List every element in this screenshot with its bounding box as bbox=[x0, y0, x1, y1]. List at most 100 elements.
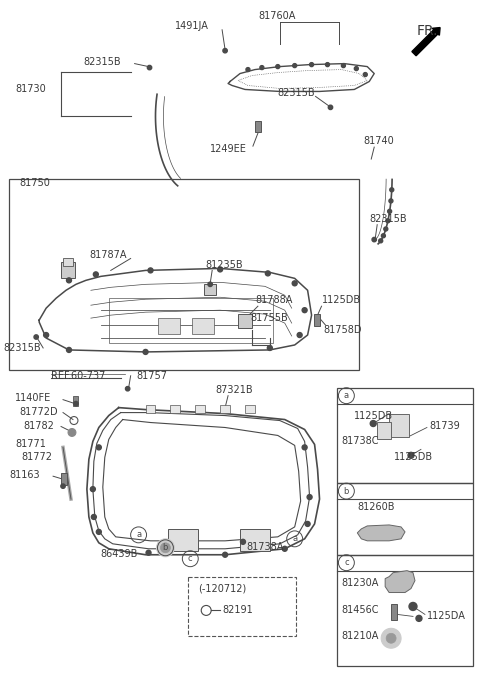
Text: 1491JA: 1491JA bbox=[175, 21, 209, 31]
Text: 81730: 81730 bbox=[15, 84, 46, 95]
Bar bbox=[168, 529, 198, 551]
Polygon shape bbox=[385, 571, 415, 592]
Bar bbox=[170, 405, 180, 413]
Circle shape bbox=[67, 278, 72, 283]
Circle shape bbox=[223, 48, 227, 53]
Circle shape bbox=[125, 386, 130, 391]
Text: 82191: 82191 bbox=[222, 605, 253, 615]
Text: 81740: 81740 bbox=[363, 136, 394, 146]
Circle shape bbox=[260, 65, 264, 69]
Text: 81772D: 81772D bbox=[19, 407, 58, 417]
Text: a: a bbox=[344, 391, 349, 400]
Text: 87321B: 87321B bbox=[215, 385, 253, 394]
Text: 81456C: 81456C bbox=[341, 605, 379, 615]
Circle shape bbox=[208, 282, 212, 286]
Bar bbox=[313, 314, 320, 326]
Circle shape bbox=[156, 539, 174, 557]
Text: b: b bbox=[163, 543, 168, 552]
Text: REF.60-737: REF.60-737 bbox=[51, 371, 106, 381]
Text: FR.: FR. bbox=[417, 24, 438, 38]
Bar bbox=[192, 318, 214, 334]
Text: 1140FE: 1140FE bbox=[15, 392, 51, 403]
Circle shape bbox=[146, 550, 151, 556]
Bar bbox=[238, 314, 252, 328]
Circle shape bbox=[223, 552, 228, 557]
Text: 81260B: 81260B bbox=[357, 502, 395, 512]
Circle shape bbox=[389, 199, 393, 203]
Circle shape bbox=[363, 73, 367, 77]
Bar bbox=[9, 179, 360, 370]
Circle shape bbox=[388, 209, 392, 214]
Circle shape bbox=[384, 227, 388, 231]
Circle shape bbox=[307, 494, 312, 500]
Text: a: a bbox=[292, 534, 297, 543]
Circle shape bbox=[282, 546, 287, 551]
Text: 1249EE: 1249EE bbox=[210, 144, 247, 154]
Bar bbox=[337, 483, 473, 555]
Text: c: c bbox=[344, 558, 348, 567]
Circle shape bbox=[379, 239, 383, 243]
Text: 1125DA: 1125DA bbox=[427, 611, 466, 622]
Text: 81760A: 81760A bbox=[258, 11, 295, 21]
Text: b: b bbox=[344, 487, 349, 496]
Circle shape bbox=[386, 219, 390, 223]
Text: 81758D: 81758D bbox=[324, 325, 362, 335]
Circle shape bbox=[293, 64, 297, 67]
Text: 1125DB: 1125DB bbox=[394, 452, 433, 462]
Circle shape bbox=[68, 428, 76, 437]
Circle shape bbox=[305, 522, 310, 526]
Circle shape bbox=[416, 615, 422, 622]
Circle shape bbox=[67, 347, 72, 352]
Bar bbox=[61, 473, 67, 485]
Text: 81788A: 81788A bbox=[255, 295, 292, 305]
Bar bbox=[377, 422, 391, 439]
Circle shape bbox=[61, 484, 65, 488]
Circle shape bbox=[74, 401, 78, 406]
FancyArrow shape bbox=[412, 28, 440, 56]
Bar bbox=[63, 258, 73, 267]
Text: 81210A: 81210A bbox=[341, 631, 379, 641]
Text: a: a bbox=[136, 530, 141, 539]
Text: 1125DB: 1125DB bbox=[322, 295, 360, 305]
Text: 82315B: 82315B bbox=[369, 214, 407, 224]
Bar bbox=[337, 555, 473, 666]
Circle shape bbox=[390, 188, 394, 192]
Circle shape bbox=[370, 420, 376, 426]
Text: 81771: 81771 bbox=[15, 439, 46, 449]
Bar bbox=[109, 299, 273, 343]
Text: 1125DB: 1125DB bbox=[354, 411, 394, 420]
Circle shape bbox=[297, 333, 302, 337]
Circle shape bbox=[409, 602, 417, 611]
Text: 81750: 81750 bbox=[19, 178, 50, 188]
Text: 86439B: 86439B bbox=[101, 549, 138, 559]
Text: 81163: 81163 bbox=[9, 470, 40, 480]
Bar bbox=[204, 284, 216, 295]
Text: 81235B: 81235B bbox=[205, 260, 243, 271]
Circle shape bbox=[96, 530, 101, 534]
Text: 81787A: 81787A bbox=[89, 250, 126, 260]
Bar bbox=[245, 405, 255, 413]
Text: 81755B: 81755B bbox=[250, 313, 288, 323]
Text: 81230A: 81230A bbox=[341, 577, 379, 588]
Circle shape bbox=[276, 65, 280, 69]
Circle shape bbox=[246, 67, 250, 71]
Circle shape bbox=[386, 633, 396, 643]
Circle shape bbox=[93, 272, 98, 277]
Polygon shape bbox=[357, 525, 405, 541]
Text: 81757: 81757 bbox=[137, 371, 168, 381]
Bar bbox=[337, 388, 473, 483]
Bar bbox=[73, 396, 78, 405]
Bar bbox=[389, 413, 409, 437]
Circle shape bbox=[328, 105, 333, 109]
Circle shape bbox=[302, 307, 307, 313]
Text: 81772: 81772 bbox=[21, 452, 52, 462]
Bar bbox=[240, 529, 270, 551]
Circle shape bbox=[34, 335, 38, 339]
Bar bbox=[195, 405, 205, 413]
Circle shape bbox=[143, 350, 148, 354]
Circle shape bbox=[310, 63, 313, 67]
Bar bbox=[391, 605, 397, 620]
Bar bbox=[188, 577, 296, 636]
Bar bbox=[220, 405, 230, 413]
Text: 82315B: 82315B bbox=[278, 88, 315, 99]
